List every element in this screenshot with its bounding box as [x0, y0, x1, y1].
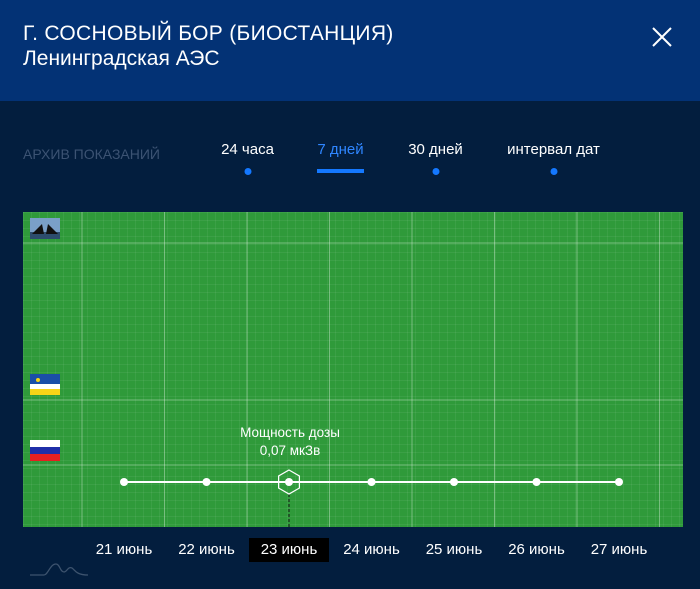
tooltip-title: Мощность дозы	[240, 425, 340, 440]
close-icon[interactable]	[650, 25, 674, 49]
selected-point-hexagon	[278, 469, 300, 495]
tab-30-days[interactable]: 30 дней	[407, 141, 464, 175]
x-axis-label[interactable]: 21 июнь	[95, 541, 153, 558]
data-point	[450, 478, 458, 486]
tab-24-hours[interactable]: 24 часа	[221, 141, 274, 175]
data-point	[615, 478, 623, 486]
russia-flag-icon	[30, 440, 60, 461]
x-axis-label[interactable]: 23 июнь	[249, 538, 329, 562]
data-point	[285, 478, 293, 486]
chart-area	[23, 212, 683, 527]
chart-plot	[23, 212, 683, 527]
tab-7-days[interactable]: 7 дней	[317, 141, 364, 173]
header: Г. СОСНОВЫЙ БОР (БИОСТАНЦИЯ) Ленинградск…	[0, 0, 700, 101]
bridge-marker-icon	[30, 218, 60, 239]
tab-label: 24 часа	[221, 141, 274, 158]
x-axis-label[interactable]: 25 июнь	[425, 541, 483, 558]
data-point	[120, 478, 128, 486]
tab-label: интервал дат	[507, 141, 600, 158]
data-point	[532, 478, 541, 486]
x-axis-label[interactable]: 27 июнь	[590, 541, 648, 558]
data-point	[367, 478, 376, 486]
tab-dot	[244, 168, 251, 175]
tab-label: 7 дней	[317, 141, 364, 158]
archive-label: АРХИВ ПОКАЗАНИЙ	[23, 146, 160, 162]
x-axis-label[interactable]: 24 июнь	[343, 541, 400, 558]
value-tooltip: Мощность дозы 0,07 мкЗв	[230, 424, 350, 460]
tab-dot	[432, 168, 439, 175]
tooltip-value: 0,07 мкЗв	[259, 443, 321, 458]
data-point	[202, 478, 211, 486]
x-axis-label[interactable]: 22 июнь	[178, 541, 235, 558]
x-axis-label[interactable]: 26 июнь	[508, 541, 565, 558]
station-title: Г. СОСНОВЫЙ БОР (БИОСТАНЦИЯ)	[23, 22, 394, 45]
logo-mountain-icon	[30, 563, 88, 576]
buryatia-flag-icon	[30, 374, 60, 395]
active-tab-indicator	[317, 169, 364, 173]
tab-date-interval[interactable]: интервал дат	[506, 141, 601, 175]
tab-label: 30 дней	[408, 141, 463, 158]
tab-dot	[550, 168, 557, 175]
station-subtitle: Ленинградская АЭС	[23, 47, 220, 70]
